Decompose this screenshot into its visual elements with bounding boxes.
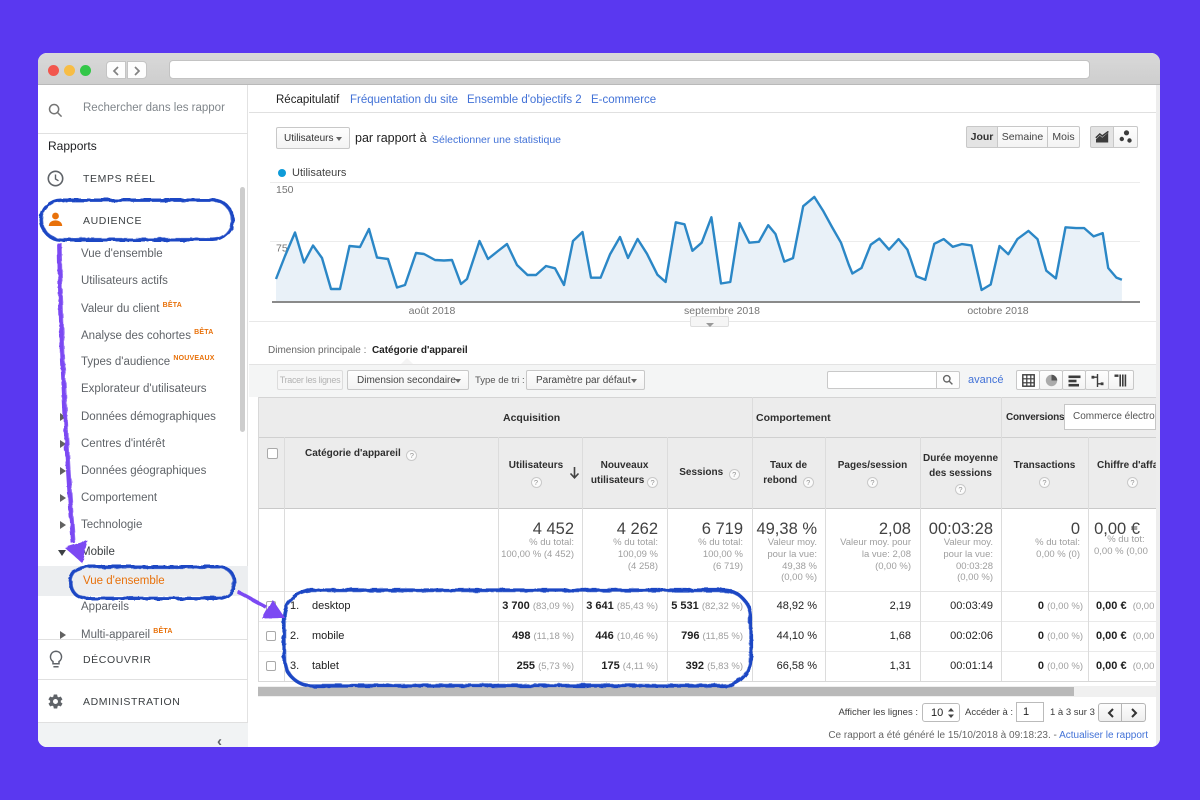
svg-text:150: 150: [276, 184, 294, 196]
svg-text:août 2018: août 2018: [409, 305, 456, 317]
svg-text:75: 75: [276, 243, 288, 255]
svg-text:septembre 2018: septembre 2018: [684, 305, 760, 317]
svg-text:octobre 2018: octobre 2018: [967, 305, 1028, 317]
